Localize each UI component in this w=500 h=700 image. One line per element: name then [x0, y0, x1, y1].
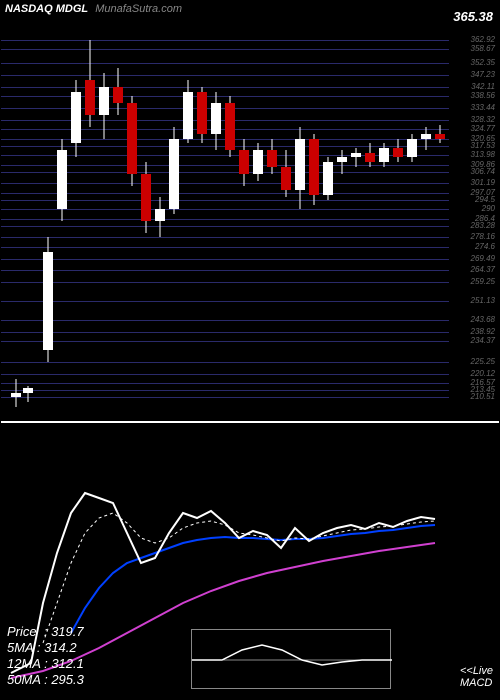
candle	[127, 1, 137, 421]
y-axis-label: 269.49	[471, 254, 495, 263]
y-axis-label: 317.53	[471, 141, 495, 150]
ma5-info: 5MA : 314.2	[7, 640, 77, 655]
exchange-label: NASDAQ	[5, 3, 53, 15]
y-axis-label: 243.68	[471, 315, 495, 324]
y-axis-label: 294.5	[475, 195, 495, 204]
candlestick-panel: NASDAQ MDGL MunafaSutra.com 365.38 362.9…	[1, 1, 499, 421]
macd-inset	[191, 629, 391, 689]
candle	[71, 1, 81, 421]
candle	[323, 1, 333, 421]
ma12-info: 12MA : 312.1	[7, 656, 84, 671]
candle	[211, 1, 221, 421]
candle	[169, 1, 179, 421]
macd-chart	[192, 630, 392, 690]
y-axis-label: 358.67	[471, 44, 495, 53]
y-axis-label: 220.12	[471, 369, 495, 378]
y-axis-label: 238.92	[471, 327, 495, 336]
y-axis-label: 342.11	[471, 82, 495, 91]
candle	[267, 1, 277, 421]
y-axis-label: 324.77	[471, 124, 495, 133]
candle	[351, 1, 361, 421]
candle	[113, 1, 123, 421]
y-axis-label: 301.19	[471, 178, 495, 187]
y-axis-label: 338.56	[471, 91, 495, 100]
macd-label: <<Live MACD	[460, 665, 493, 689]
candle	[239, 1, 249, 421]
candle	[337, 1, 347, 421]
candle	[253, 1, 263, 421]
candle	[183, 1, 193, 421]
candle	[379, 1, 389, 421]
y-axis-label: 278.16	[471, 232, 495, 241]
candle	[281, 1, 291, 421]
y-axis-label: 264.37	[471, 265, 495, 274]
candle	[85, 1, 95, 421]
candle	[225, 1, 235, 421]
y-axis-label: 274.6	[475, 242, 495, 251]
current-price: 365.38	[453, 9, 493, 24]
y-axis-label: 362.92	[471, 35, 495, 44]
y-axis-label: 347.23	[471, 70, 495, 79]
y-axis-label: 283.28	[471, 221, 495, 230]
y-axis-label: 328.32	[471, 115, 495, 124]
y-axis-label: 210.51	[471, 392, 495, 401]
candle	[155, 1, 165, 421]
y-axis-label: 290	[482, 204, 495, 213]
candle	[141, 1, 151, 421]
y-axis-label: 352.35	[471, 58, 495, 67]
ma50-info: 50MA : 295.3	[7, 672, 84, 687]
candle	[407, 1, 417, 421]
y-axis-label: 234.37	[471, 336, 495, 345]
stock-chart-container: NASDAQ MDGL MunafaSutra.com 365.38 362.9…	[0, 0, 500, 700]
candle	[23, 1, 33, 421]
candle	[43, 1, 53, 421]
source-label: MunafaSutra.com	[95, 3, 182, 15]
y-axis-label: 225.25	[471, 357, 495, 366]
candle	[197, 1, 207, 421]
y-axis-label: 333.44	[471, 103, 495, 112]
candle	[393, 1, 403, 421]
y-axis-label: 259.25	[471, 277, 495, 286]
y-axis-label: 313.98	[471, 150, 495, 159]
candle	[309, 1, 319, 421]
indicator-panel: Price : 319.7 5MA : 314.2 12MA : 312.1 5…	[1, 421, 499, 699]
candle	[57, 1, 67, 421]
candle	[421, 1, 431, 421]
candle	[435, 1, 445, 421]
y-axis-label: 306.74	[471, 167, 495, 176]
chart-title: NASDAQ MDGL MunafaSutra.com	[5, 3, 182, 15]
price-info: Price : 319.7	[7, 624, 84, 639]
candle	[365, 1, 375, 421]
symbol-label: MDGL	[56, 3, 88, 15]
candle	[11, 1, 21, 421]
y-axis-label: 251.13	[471, 296, 495, 305]
candle	[295, 1, 305, 421]
candle	[99, 1, 109, 421]
